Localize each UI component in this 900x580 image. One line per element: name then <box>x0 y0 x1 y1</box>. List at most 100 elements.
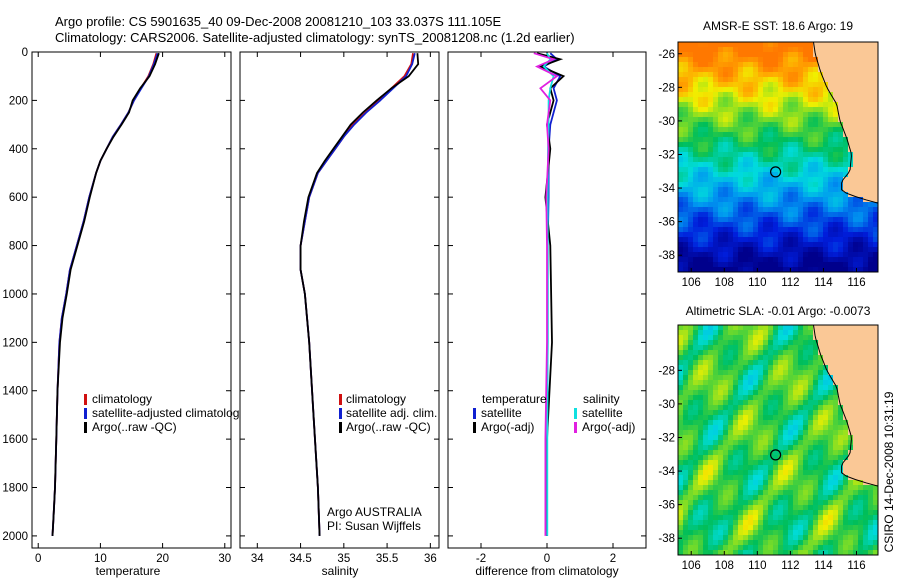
heatmap-cell <box>683 197 689 203</box>
heatmap-cell <box>753 127 759 133</box>
heatmap-cell <box>818 222 824 228</box>
heatmap-cell <box>823 167 829 173</box>
heatmap-cell <box>738 122 744 128</box>
heatmap-cell <box>838 192 844 198</box>
heatmap-cell <box>768 92 774 98</box>
heatmap-cell <box>793 535 799 541</box>
heatmap-cell <box>788 410 794 416</box>
heatmap-cell <box>713 425 719 431</box>
heatmap-cell <box>698 380 704 386</box>
heatmap-cell <box>758 510 764 516</box>
heatmap-cell <box>868 257 874 263</box>
heatmap-cell <box>803 97 809 103</box>
heatmap-cell <box>788 365 794 371</box>
heatmap-cell <box>733 400 739 406</box>
heatmap-cell <box>728 535 734 541</box>
heatmap-cell <box>708 202 714 208</box>
heatmap-cell <box>858 112 864 118</box>
heatmap-cell <box>833 257 839 263</box>
heatmap-cell <box>678 52 684 58</box>
heatmap-cell <box>783 132 789 138</box>
heatmap-cell <box>803 520 809 526</box>
heatmap-cell <box>743 52 749 58</box>
heatmap-cell <box>858 500 864 506</box>
heatmap-cell <box>683 47 689 53</box>
heatmap-cell <box>758 390 764 396</box>
heatmap-cell <box>868 505 874 511</box>
heatmap-cell <box>703 92 709 98</box>
heatmap-cell <box>783 375 789 381</box>
heatmap-cell <box>678 535 684 541</box>
heatmap-cell <box>803 445 809 451</box>
heatmap-cell <box>778 365 784 371</box>
heatmap-cell <box>743 385 749 391</box>
heatmap-cell <box>828 147 834 153</box>
heatmap-cell <box>708 535 714 541</box>
heatmap-cell <box>718 52 724 58</box>
heatmap-cell <box>688 137 694 143</box>
heatmap-cell <box>773 405 779 411</box>
heatmap-cell <box>798 330 804 336</box>
heatmap-cell <box>743 515 749 521</box>
heatmap-cell <box>863 435 869 441</box>
heatmap-cell <box>733 262 739 268</box>
heatmap-cell <box>783 52 789 58</box>
heatmap-cell <box>753 142 759 148</box>
heatmap-cell <box>813 262 819 268</box>
heatmap-cell <box>813 237 819 243</box>
heatmap-cell <box>753 47 759 53</box>
heatmap-cell <box>758 247 764 253</box>
figure-title-line1: Argo profile: CS 5901635_40 09-Dec-2008 … <box>55 14 502 29</box>
heatmap-cell <box>793 117 799 123</box>
heatmap-cell <box>788 177 794 183</box>
heatmap-cell <box>703 262 709 268</box>
heatmap-cell <box>718 87 724 93</box>
heatmap-cell <box>858 340 864 346</box>
heatmap-cell <box>758 207 764 213</box>
heatmap-cell <box>753 455 759 461</box>
heatmap-cell <box>688 227 694 233</box>
heatmap-cell <box>873 237 878 243</box>
heatmap-cell <box>753 252 759 258</box>
heatmap-cell <box>683 252 689 258</box>
heatmap-cell <box>693 257 699 263</box>
heatmap-cell <box>808 77 814 83</box>
heatmap-cell <box>833 405 839 411</box>
heatmap-cell <box>828 177 834 183</box>
heatmap-cell <box>688 122 694 128</box>
heatmap-cell <box>738 97 744 103</box>
heatmap-cell <box>863 267 869 272</box>
heatmap-cell <box>843 490 849 496</box>
heatmap-cell <box>698 237 704 243</box>
heatmap-cell <box>808 112 814 118</box>
heatmap-cell <box>688 267 694 272</box>
heatmap-cell <box>818 345 824 351</box>
heatmap-cell <box>833 380 839 386</box>
heatmap-cell <box>808 370 814 376</box>
heatmap-cell <box>868 385 874 391</box>
heatmap-cell <box>713 47 719 53</box>
heatmap-cell <box>708 480 714 486</box>
heatmap-cell <box>698 375 704 381</box>
heatmap-cell <box>808 267 814 272</box>
heatmap-cell <box>778 325 784 331</box>
heatmap-cell <box>818 257 824 263</box>
heatmap-cell <box>828 267 834 272</box>
heatmap-cell <box>743 172 749 178</box>
heatmap-cell <box>833 172 839 178</box>
heatmap-cell <box>753 122 759 128</box>
heatmap-cell <box>733 197 739 203</box>
heatmap-cell <box>788 202 794 208</box>
heatmap-cell <box>838 182 844 188</box>
heatmap-cell <box>873 545 878 551</box>
heatmap-cell <box>698 62 704 68</box>
heatmap-cell <box>728 445 734 451</box>
heatmap-cell <box>738 415 744 421</box>
heatmap-cell <box>708 262 714 268</box>
heatmap-cell <box>708 420 714 426</box>
heatmap-cell <box>678 420 684 426</box>
heatmap-cell <box>733 127 739 133</box>
heatmap-cell <box>713 430 719 436</box>
heatmap-cell <box>693 97 699 103</box>
heatmap-cell <box>808 237 814 243</box>
